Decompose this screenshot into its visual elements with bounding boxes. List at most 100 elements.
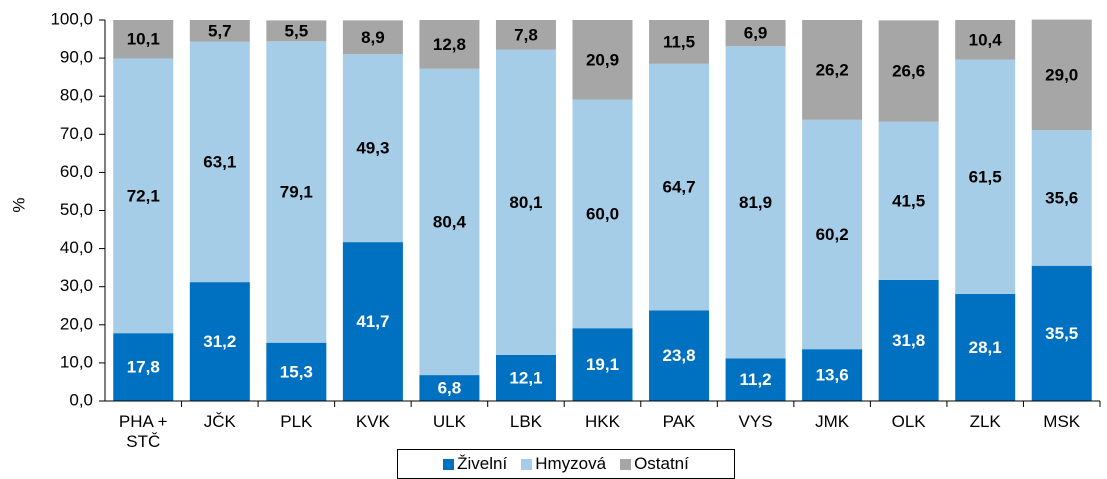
data-label: 72,1 — [127, 186, 160, 205]
bar-segment — [113, 333, 174, 401]
bar-segment — [955, 59, 1016, 294]
bar-segment — [189, 41, 250, 283]
legend-item: Hmyzová — [521, 454, 606, 474]
x-tick-label: VYS — [738, 412, 773, 431]
data-label: 5,5 — [285, 21, 309, 40]
bar-segment — [266, 41, 327, 343]
data-label: 6,8 — [438, 379, 462, 398]
x-tick-label: PAK — [662, 412, 696, 431]
bar-segment — [495, 354, 556, 401]
x-tick-label: PLK — [280, 412, 313, 431]
legend-item: Živelní — [443, 454, 507, 474]
bar-segment — [802, 20, 863, 120]
data-label: 35,5 — [1045, 324, 1078, 343]
y-tick-label: 20,0 — [60, 314, 93, 333]
bar-segment — [419, 68, 480, 376]
data-label: 80,1 — [509, 193, 542, 212]
data-label: 31,2 — [203, 332, 236, 351]
x-tick-label: PHA + STČ — [118, 412, 168, 451]
data-label: 23,8 — [662, 346, 695, 365]
bar-segment — [572, 99, 633, 329]
legend-label: Hmyzová — [535, 454, 607, 473]
x-tick-label: OLK — [891, 412, 926, 431]
bar-segment — [802, 119, 863, 350]
data-label: 28,1 — [969, 338, 1002, 357]
data-label: 63,1 — [203, 152, 236, 171]
data-label: 7,8 — [514, 25, 538, 44]
data-label: 64,7 — [662, 178, 695, 197]
data-label: 29,0 — [1045, 65, 1078, 84]
data-label: 11,2 — [739, 370, 771, 389]
data-label: 5,7 — [208, 21, 232, 40]
legend-label: Živelní — [457, 454, 508, 473]
data-label: 10,1 — [127, 30, 160, 49]
x-tick-label: HKK — [585, 412, 620, 431]
bar-segment — [495, 49, 556, 355]
y-tick-label: 50,0 — [60, 200, 93, 219]
bar-segment — [342, 242, 403, 401]
bar-segment — [1031, 265, 1092, 401]
legend-item: Ostatní — [620, 454, 689, 474]
data-label: 41,7 — [356, 312, 389, 331]
bar-segment — [725, 358, 786, 401]
bar-segment — [419, 20, 480, 69]
legend: Živelní Hmyzová Ostatní — [397, 449, 735, 479]
bar-segment — [342, 20, 403, 55]
data-label: 49,3 — [356, 139, 389, 158]
data-label: 81,9 — [739, 193, 772, 212]
bar-segment — [878, 279, 939, 401]
data-label: 17,8 — [127, 358, 160, 377]
bar-segment — [113, 20, 174, 59]
x-tick-label: MSK — [1043, 412, 1081, 431]
bar-segment — [572, 328, 633, 401]
legend-label: Ostatní — [634, 454, 689, 473]
legend-swatch — [521, 458, 533, 470]
x-tick-label: LBK — [509, 412, 543, 431]
data-label: 26,6 — [892, 62, 925, 81]
data-label: 60,0 — [586, 204, 619, 223]
data-label: 13,6 — [816, 366, 849, 385]
y-tick-label: 30,0 — [60, 276, 93, 295]
bar-segment — [189, 20, 250, 42]
data-label: 15,3 — [280, 362, 313, 381]
legend-swatch — [443, 458, 455, 470]
y-tick-label: 80,0 — [60, 86, 93, 105]
y-tick-label: 0,0 — [69, 390, 93, 409]
x-tick-label: JMK — [815, 412, 850, 431]
x-tick-label: ULK — [432, 412, 466, 431]
y-tick-label: 10,0 — [60, 352, 93, 371]
data-label: 80,4 — [433, 212, 467, 231]
y-axis-label: % — [9, 197, 28, 212]
y-tick-label: 100,0 — [50, 9, 93, 28]
bar-segment — [802, 349, 863, 401]
data-label: 12,1 — [509, 368, 542, 387]
bar-segment — [649, 310, 710, 401]
data-label: 19,1 — [586, 355, 619, 374]
bar-segment — [266, 342, 327, 401]
bar-segment — [649, 63, 710, 311]
bar-segment — [878, 121, 939, 280]
bar-segment — [495, 20, 556, 50]
y-tick-label: 60,0 — [60, 162, 93, 181]
bar-segment — [955, 20, 1016, 60]
data-label: 8,9 — [361, 28, 385, 47]
data-label: 20,9 — [586, 50, 619, 69]
data-label: 60,2 — [816, 225, 849, 244]
bar-segment — [419, 375, 480, 401]
bar-segment — [955, 293, 1016, 401]
x-tick-label: ZLK — [969, 412, 1001, 431]
data-label: 61,5 — [969, 167, 1002, 186]
data-label: 10,4 — [969, 30, 1003, 49]
bar-segment — [1031, 19, 1092, 131]
data-label: 6,9 — [744, 24, 768, 43]
bar-segment — [725, 20, 786, 47]
data-label: 12,8 — [433, 35, 466, 54]
y-tick-label: 40,0 — [60, 238, 93, 257]
bar-segment — [113, 58, 174, 334]
data-label: 41,5 — [892, 191, 925, 210]
x-tick-label: KVK — [355, 412, 390, 431]
bar-segment — [1031, 130, 1092, 266]
data-label: 35,6 — [1045, 188, 1078, 207]
